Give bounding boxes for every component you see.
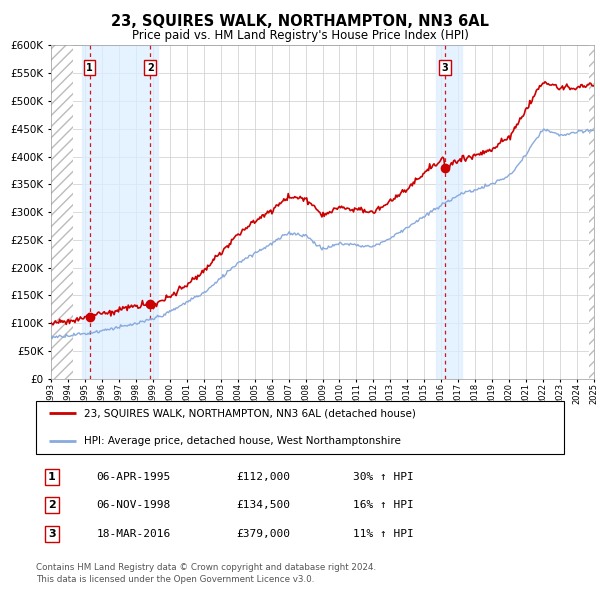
Text: £112,000: £112,000	[236, 472, 290, 482]
Text: 2: 2	[48, 500, 56, 510]
Text: 1: 1	[86, 63, 93, 73]
Text: 11% ↑ HPI: 11% ↑ HPI	[353, 529, 413, 539]
Text: 06-NOV-1998: 06-NOV-1998	[97, 500, 171, 510]
Text: 18-MAR-2016: 18-MAR-2016	[97, 529, 171, 539]
Text: 23, SQUIRES WALK, NORTHAMPTON, NN3 6AL (detached house): 23, SQUIRES WALK, NORTHAMPTON, NN3 6AL (…	[83, 408, 415, 418]
Text: £379,000: £379,000	[236, 529, 290, 539]
Text: £134,500: £134,500	[236, 500, 290, 510]
Text: 1: 1	[48, 472, 56, 482]
Bar	[51, 45, 73, 379]
Text: Price paid vs. HM Land Registry's House Price Index (HPI): Price paid vs. HM Land Registry's House …	[131, 29, 469, 42]
Bar	[436, 45, 461, 379]
Text: 2: 2	[147, 63, 154, 73]
Bar	[589, 45, 594, 379]
Text: 30% ↑ HPI: 30% ↑ HPI	[353, 472, 413, 482]
Bar	[82, 45, 158, 379]
Text: 3: 3	[48, 529, 56, 539]
Text: 16% ↑ HPI: 16% ↑ HPI	[353, 500, 413, 510]
Text: Contains HM Land Registry data © Crown copyright and database right 2024.: Contains HM Land Registry data © Crown c…	[36, 563, 376, 572]
Text: 23, SQUIRES WALK, NORTHAMPTON, NN3 6AL: 23, SQUIRES WALK, NORTHAMPTON, NN3 6AL	[111, 14, 489, 30]
Text: 3: 3	[442, 63, 448, 73]
Text: This data is licensed under the Open Government Licence v3.0.: This data is licensed under the Open Gov…	[36, 575, 314, 584]
Text: HPI: Average price, detached house, West Northamptonshire: HPI: Average price, detached house, West…	[83, 437, 400, 447]
Text: 06-APR-1995: 06-APR-1995	[97, 472, 171, 482]
